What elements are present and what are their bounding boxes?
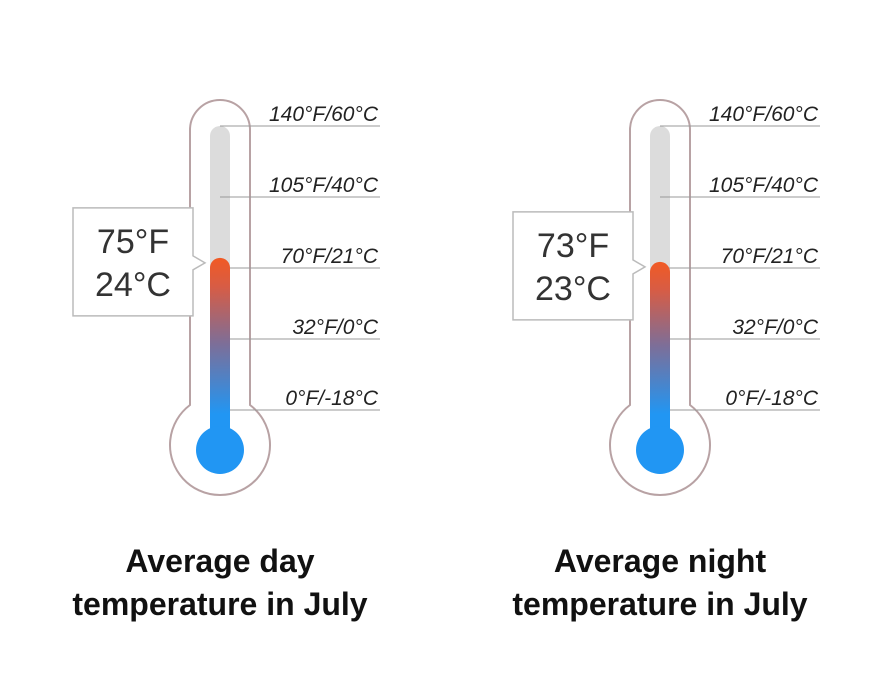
- thermometer-day: 140°F/60°C 105°F/40°C 70°F/21°C 32°F/0°C 0°F…: [72, 99, 380, 496]
- mercury-bulb: [196, 426, 244, 474]
- mercury-column: [210, 257, 230, 440]
- mercury-bulb: [636, 426, 684, 474]
- scale-label: 105°F/40°C: [709, 174, 819, 197]
- thermometer-night: 140°F/60°C 105°F/40°C 70°F/21°C 32°F/0°C 0°F…: [512, 99, 820, 496]
- chart-title-night: Average night temperature in July: [512, 543, 808, 622]
- readout-box: [72, 207, 207, 317]
- readout-celsius: 24°C: [95, 266, 171, 304]
- readout-box: [512, 211, 647, 321]
- scale-label: 32°F/0°C: [292, 316, 378, 339]
- scale-label: 0°F/-18°C: [725, 387, 818, 410]
- readout-fahrenheit: 73°F: [537, 227, 609, 265]
- scale-label: 70°F/21°C: [281, 245, 379, 268]
- mercury-column: [650, 261, 670, 440]
- scale-label: 0°F/-18°C: [285, 387, 378, 410]
- readout-celsius: 23°C: [535, 270, 611, 308]
- readout-fahrenheit: 75°F: [97, 223, 169, 261]
- scale-label: 105°F/40°C: [269, 174, 379, 197]
- scale-label: 70°F/21°C: [721, 245, 819, 268]
- chart-title-day: Average day temperature in July: [72, 543, 368, 622]
- scale-label: 32°F/0°C: [732, 316, 818, 339]
- scale-label: 140°F/60°C: [269, 103, 379, 126]
- scale-label: 140°F/60°C: [709, 103, 819, 126]
